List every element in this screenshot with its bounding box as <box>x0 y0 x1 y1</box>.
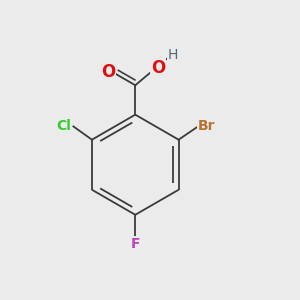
Text: F: F <box>130 237 140 250</box>
Text: H: H <box>167 48 178 62</box>
Text: Br: Br <box>198 119 216 134</box>
Text: Cl: Cl <box>56 119 71 134</box>
Text: O: O <box>151 59 165 77</box>
Text: O: O <box>101 63 116 81</box>
